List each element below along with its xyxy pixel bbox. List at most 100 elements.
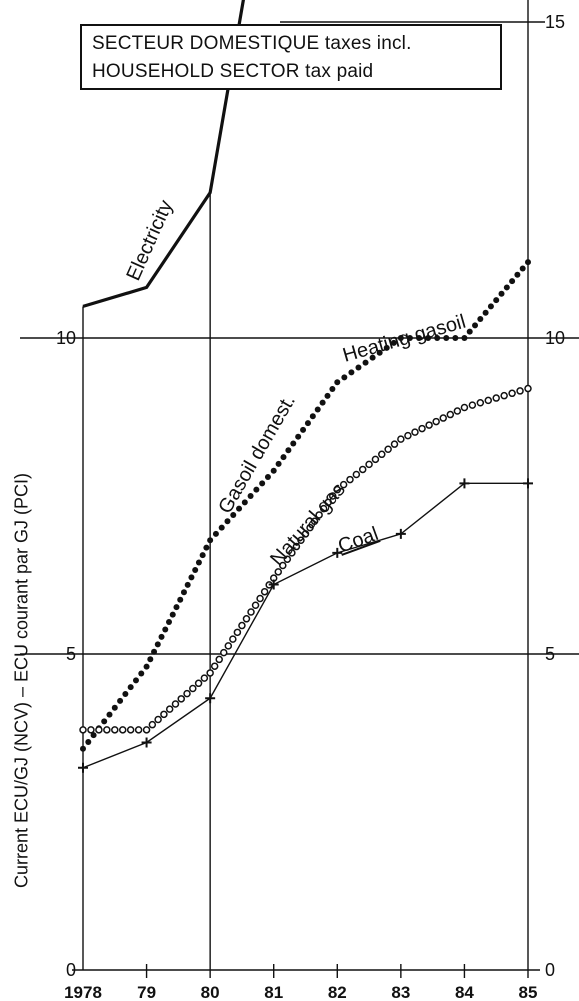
series-gasoil-domest-heating-gasoil-dot-78 (509, 278, 516, 285)
series-natural-gas-circle-10 (154, 715, 162, 724)
series-natural-gas-circle-56 (390, 440, 399, 448)
series-gasoil-domest-heating-gasoil-dot-32 (224, 518, 231, 525)
series-gasoil-domest-heating-gasoil-dot-73 (482, 309, 489, 316)
series-gasoil-domest-heating-gasoil-dot-71 (472, 322, 479, 329)
series-coal-point-0 (78, 762, 88, 773)
y-tick-label-right-15: 15 (545, 12, 565, 32)
series-natural-gas-circle-27 (242, 615, 251, 623)
y-tick-label-left-10: 10 (56, 328, 76, 348)
series-natural-gas-circle-7 (134, 726, 143, 734)
series-gasoil-domest-heating-gasoil-dot-37 (253, 486, 260, 493)
series-coal-point-3 (268, 579, 279, 590)
series-natural-gas-circle-8 (142, 726, 151, 734)
series-natural-gas-circle-0 (79, 726, 87, 734)
series-gasoil-domest-heating-gasoil-dot-17 (162, 626, 169, 633)
series-natural-gas-circle-38 (292, 542, 301, 551)
y-tick-label-right-10: 10 (545, 328, 565, 348)
series-gasoil-domest-heating-gasoil-dot-7 (117, 697, 124, 704)
series-gasoil-domest-heating-gasoil-dot-36 (247, 493, 254, 499)
series-natural-gas-circle-44 (319, 504, 328, 513)
x-tick-label-83: 83 (391, 983, 410, 1001)
series-natural-gas-circle-65 (453, 407, 462, 415)
y-tick-label-left-5: 5 (66, 644, 76, 664)
series-natural-gas-circle-4 (111, 726, 119, 734)
chart-title-line-2: HOUSEHOLD SECTOR tax paid (92, 61, 374, 82)
series-natural-gas-circle-36 (283, 555, 292, 563)
series-gasoil-domest-heating-gasoil-dot-24 (188, 574, 195, 581)
series-natural-gas-circle-18 (200, 674, 209, 682)
series-natural-gas-circle-26 (238, 621, 246, 630)
series-natural-gas-circle-50 (352, 470, 361, 479)
series-natural-gas-circle-21 (215, 655, 223, 664)
series-coal-line (82, 482, 528, 769)
series-natural-gas-circle-30 (256, 594, 264, 603)
series-natural-gas-circle-46 (328, 492, 337, 500)
series-natural-gas-circle-3 (103, 726, 111, 734)
x-tick-label-81: 81 (264, 983, 283, 1001)
series-natural-gas-circle-73 (516, 387, 524, 395)
series-natural-gas-circle-28 (247, 608, 255, 616)
series-gasoil-domest-heating-gasoil-dot-11 (138, 670, 145, 677)
series-gasoil-domest-heating-gasoil-dot-79 (514, 271, 521, 278)
series-gasoil-domest-heating-gasoil-dot-81 (525, 259, 531, 266)
series-natural-gas-circle-16 (189, 684, 197, 693)
x-tick-label-82: 82 (328, 983, 347, 1001)
series-gasoil-domest-heating-gasoil-dot-40 (270, 467, 277, 474)
series-natural-gas-circle-69 (484, 396, 493, 405)
series-natural-gas-circle-49 (346, 475, 354, 484)
series-gasoil-domest-heating-gasoil-dot-58 (369, 354, 376, 361)
series-gasoil-domest-heating-gasoil-dot-23 (184, 581, 191, 588)
series-natural-gas-circle-14 (177, 695, 185, 703)
series-natural-gas-circle-41 (306, 523, 314, 532)
series-gasoil-domest-heating-gasoil-dot-10 (132, 677, 139, 684)
series-natural-gas-circle-34 (274, 568, 283, 576)
series-natural-gas-circle-15 (183, 689, 191, 698)
series-natural-gas-circle-13 (171, 700, 180, 708)
series-gasoil-domest-heating-gasoil-dot-67 (443, 335, 450, 341)
series-coal-point-5 (395, 528, 406, 539)
series-natural-gas-circle-40 (301, 530, 310, 538)
series-gasoil-domest-heating-gasoil-dot-74 (487, 303, 494, 310)
series-gasoil-domest-heating-gasoil-dot-48 (309, 413, 316, 420)
series-gasoil-domest-heating-gasoil-dot-8 (122, 691, 129, 698)
series-gasoil-domest-heating-gasoil-dot-35 (241, 499, 248, 506)
series-gasoil-domest-heating-gasoil-dot-43 (285, 447, 292, 454)
series-gasoil-domest-heating-gasoil-dot-57 (362, 359, 369, 366)
series-natural-gas-circle-17 (194, 679, 203, 688)
series-gasoil-domest-heating-gasoil-dot-22 (180, 589, 187, 596)
series-natural-gas-circle-72 (508, 389, 516, 398)
series-gasoil-domest-heating-gasoil-dot-28 (203, 544, 210, 551)
series-natural-gas-circle-12 (165, 705, 174, 713)
series-gasoil-domest-heating-gasoil-dot-0 (80, 745, 86, 752)
series-gasoil-domest-heating-gasoil-dot-51 (324, 392, 331, 399)
series-gasoil-domest-heating-gasoil-dot-62 (397, 335, 404, 341)
series-coal-point-7 (523, 478, 533, 489)
series-gasoil-domest-heating-gasoil-dot-42 (280, 454, 287, 461)
series-natural-gas-circle-61 (425, 421, 433, 429)
series-gasoil-domest-heating-gasoil-dot-21 (177, 596, 184, 603)
x-tick-label-85: 85 (519, 983, 538, 1001)
series-layer (78, 0, 533, 773)
series-natural-gas-circle-64 (446, 410, 455, 419)
series-gasoil-domest-heating-gasoil-dot-31 (218, 524, 225, 531)
series-gasoil-domest-heating-gasoil-dot-70 (466, 328, 473, 335)
series-gasoil-domest-heating-gasoil-dot-14 (151, 648, 158, 655)
series-natural-gas-circle-31 (260, 587, 269, 596)
series-natural-gas-circle-52 (365, 460, 373, 469)
series-natural-gas-circle-25 (233, 628, 242, 637)
series-natural-gas-circle-67 (468, 401, 477, 409)
series-natural-gas-circle-53 (371, 455, 380, 464)
series-gasoil-domest-heating-gasoil-dot-27 (199, 552, 206, 559)
series-natural-gas-circle-63 (439, 414, 447, 422)
x-tick-label-1978: 1978 (64, 983, 102, 1001)
series-gasoil-domest-heating-gasoil-dot-20 (173, 604, 180, 611)
series-gasoil-domest-heating-gasoil-dot-69 (461, 335, 468, 341)
series-gasoil-domest-heating-gasoil-dot-34 (236, 505, 243, 512)
series-gasoil-domest-heating-gasoil-dot-55 (348, 369, 355, 376)
series-natural-gas-circle-48 (339, 480, 348, 489)
series-gasoil-domest-heating-gasoil-dot-60 (383, 344, 390, 351)
series-coal-point-4 (332, 547, 343, 558)
series-gasoil-domest-heating-gasoil-dot-6 (111, 704, 118, 711)
series-gasoil-domest-heating-gasoil-dot-77 (503, 284, 510, 291)
